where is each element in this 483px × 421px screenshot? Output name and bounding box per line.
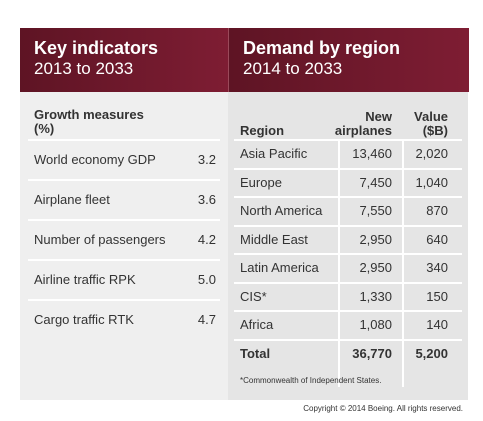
separator [28, 259, 220, 261]
region-value: 640 [426, 231, 448, 247]
column-header: New airplanes [334, 109, 392, 138]
region-value: 870 [426, 203, 448, 219]
separator [234, 196, 462, 198]
column-divider [338, 140, 340, 387]
separator [234, 253, 462, 255]
separator [28, 219, 220, 221]
separator [28, 299, 220, 301]
region-name: Europe [240, 174, 282, 190]
footnote: *Commonwealth of Independent States. [240, 376, 382, 385]
region-value: 2,020 [415, 146, 448, 162]
separator [234, 224, 462, 227]
region-name: CIS* [240, 288, 267, 304]
indicator-value: 3.6 [197, 192, 216, 207]
separator [234, 139, 462, 141]
right-header: Demand by region 2014 to 2033 [228, 28, 469, 92]
total: 5,200 [415, 345, 448, 361]
column-divider [402, 140, 404, 387]
subtitle: 2013 to 2033 [34, 59, 134, 78]
region-value: 2,950 [359, 260, 392, 276]
separator [234, 281, 462, 284]
indicator-value: 5.0 [197, 272, 216, 287]
region-value: 1,330 [359, 288, 392, 304]
separator [28, 179, 220, 181]
indicator-value: 3.2 [197, 152, 216, 167]
subtitle: 2014 to 2033 [243, 59, 343, 78]
separator [234, 338, 462, 341]
indicator-value: 4.2 [197, 232, 216, 247]
indicator-label: Airline traffic RPK [34, 272, 136, 287]
indicator-label: Number of passengers [34, 232, 166, 247]
total: Total [240, 345, 271, 361]
region-value: 140 [426, 317, 448, 333]
indicator-value: 4.7 [197, 312, 216, 327]
region-name: Africa [240, 317, 274, 333]
region-value: 13,460 [352, 146, 392, 162]
region-name: Latin America [240, 260, 319, 276]
separator [234, 310, 462, 312]
region-value: 340 [426, 260, 448, 276]
column-header: Region [240, 123, 285, 138]
copyright: Copyright © 2014 Boeing. All rights rese… [303, 404, 463, 413]
column-header: Value ($B) [414, 109, 448, 138]
region-value: 7,450 [359, 174, 392, 190]
total: 36,770 [352, 345, 392, 361]
region-value: 150 [426, 288, 448, 304]
region-value: 2,950 [359, 231, 392, 247]
separator [234, 167, 462, 170]
left-panel: Growth measures (%) World economy GDP 3.2 A… [20, 92, 228, 400]
region-value: 7,550 [359, 203, 392, 219]
left-header: Key indicators 2013 to 2033 [20, 28, 228, 92]
right-panel: Region New airplanes Value ($B) Asia Pacifi… [228, 92, 468, 400]
indicator-label: Cargo traffic RTK [34, 312, 134, 327]
region-name: North America [240, 203, 323, 219]
separator [28, 139, 220, 141]
title: Demand by region [243, 38, 401, 58]
region-name: Middle East [240, 231, 308, 247]
title: Key indicators [34, 38, 159, 58]
indicator-label: World economy GDP [34, 152, 156, 167]
indicator-label: Airplane fleet [34, 192, 110, 207]
region-value: 1,040 [415, 174, 448, 190]
region-name: Asia Pacific [240, 146, 308, 162]
region-value: 1,080 [359, 317, 392, 333]
column-header: Growth measures (%) [34, 107, 144, 136]
